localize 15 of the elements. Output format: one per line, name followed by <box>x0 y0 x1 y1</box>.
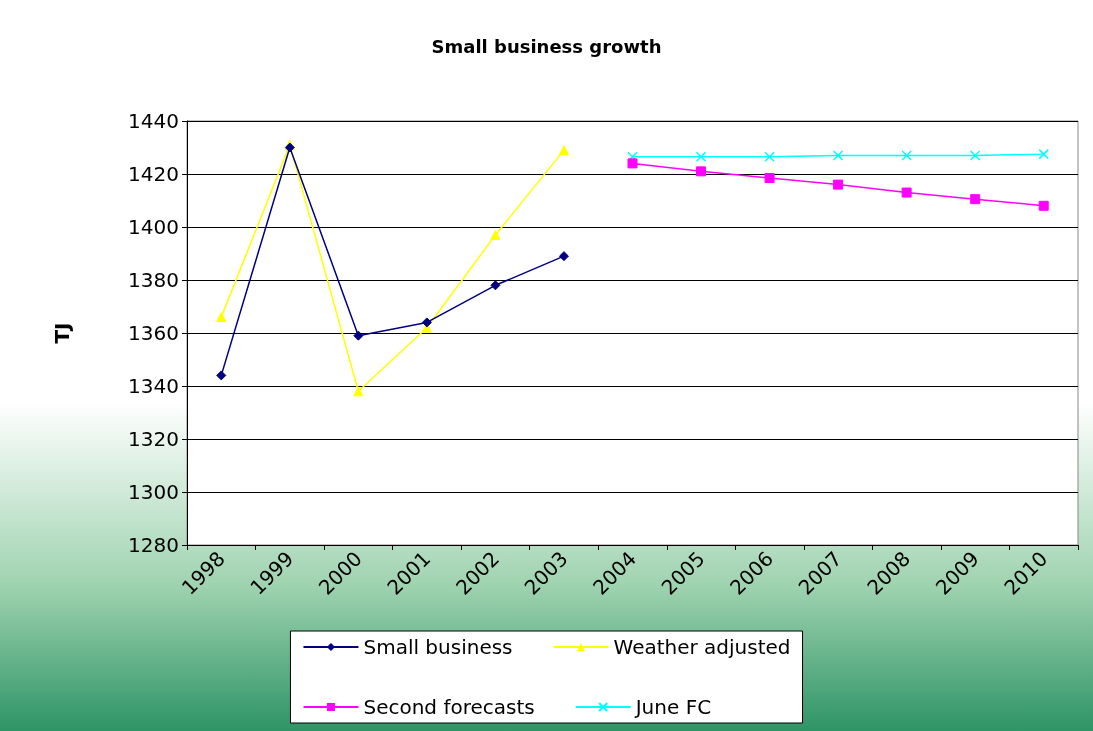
y-axis-title: TJ <box>50 322 74 344</box>
y-tick-label: 1320 <box>128 427 179 451</box>
legend-label: June FC <box>633 695 712 719</box>
legend-label: Small business <box>363 635 513 659</box>
y-tick-label: 1340 <box>128 374 179 398</box>
y-tick-label: 1380 <box>128 268 179 292</box>
chart-title: Small business growth <box>431 35 662 57</box>
legend-label: Second forecasts <box>363 695 535 719</box>
y-tick-label: 1440 <box>128 109 179 133</box>
y-tick-label: 1420 <box>128 162 179 186</box>
legend-label: Weather adjusted <box>613 635 791 659</box>
y-tick-label: 1280 <box>128 533 179 557</box>
y-tick-label: 1360 <box>128 321 179 345</box>
y-tick-label: 1300 <box>128 480 179 504</box>
y-tick-label: 1400 <box>128 215 179 239</box>
